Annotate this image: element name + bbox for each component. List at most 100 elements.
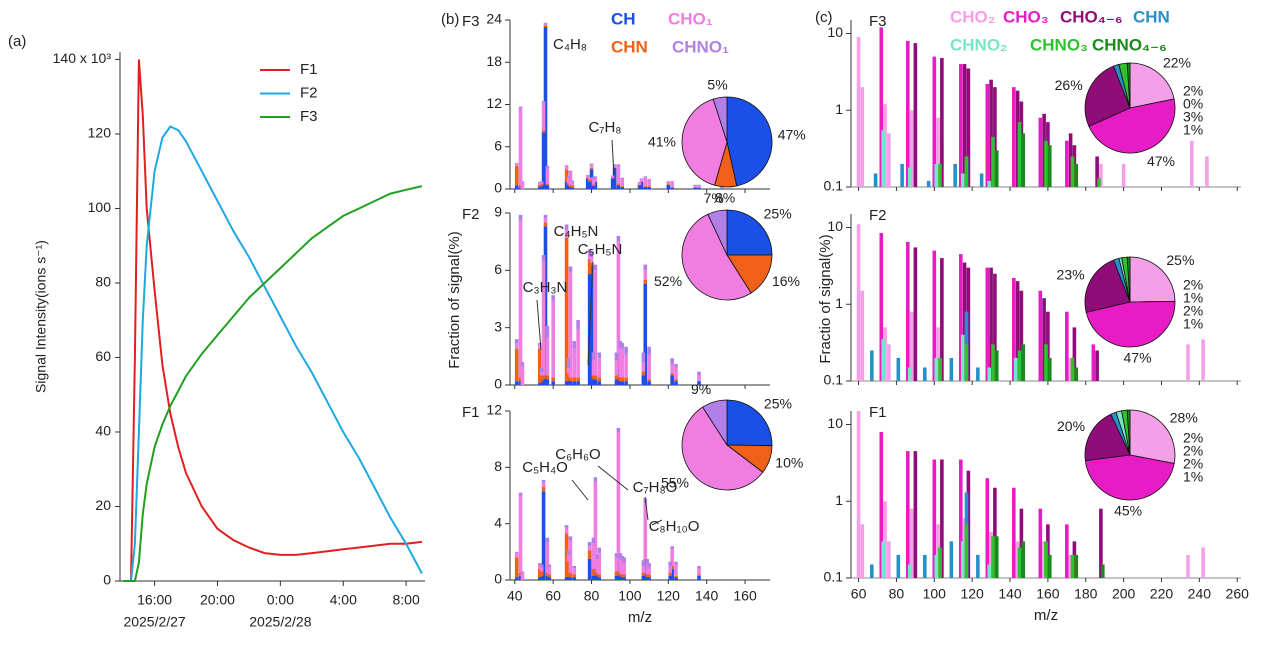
bar xyxy=(989,531,993,578)
bar xyxy=(539,371,544,376)
pie-slice xyxy=(707,209,728,256)
bar xyxy=(520,571,525,573)
bar xyxy=(539,567,544,572)
bar xyxy=(566,373,571,380)
bar xyxy=(668,575,673,580)
bar xyxy=(616,185,621,189)
bar xyxy=(593,181,598,189)
bar xyxy=(595,575,600,580)
x-tick-label: 0:00 xyxy=(267,592,294,608)
bar xyxy=(591,360,596,376)
bar xyxy=(518,575,523,580)
bar xyxy=(597,381,602,385)
legend-label: CHNO₂ xyxy=(950,35,1008,54)
bar xyxy=(585,177,590,179)
pie-label: 1% xyxy=(1183,290,1203,306)
annotation: C₄H₅N xyxy=(554,223,599,240)
bar xyxy=(570,181,575,186)
bar xyxy=(564,533,569,578)
bar xyxy=(647,346,651,355)
x-tick-label: 220 xyxy=(1150,586,1174,602)
pie-slice xyxy=(1085,300,1176,348)
bar xyxy=(905,40,910,188)
bar xyxy=(597,358,602,378)
bar xyxy=(543,222,548,227)
bar xyxy=(987,564,992,578)
bar xyxy=(1099,508,1103,578)
bar xyxy=(670,358,674,364)
bar xyxy=(589,262,594,267)
bar xyxy=(670,565,674,569)
bar xyxy=(566,358,571,368)
bar xyxy=(545,325,550,338)
bar xyxy=(1017,350,1022,381)
bar xyxy=(576,377,580,382)
pie-label: 1% xyxy=(1183,316,1203,332)
annotation-leader xyxy=(597,465,629,491)
bar xyxy=(543,27,548,189)
bar xyxy=(545,537,550,542)
bar xyxy=(587,179,592,182)
annotation-leader xyxy=(611,139,615,176)
bar xyxy=(551,381,555,385)
bar xyxy=(1100,564,1105,578)
x-tick-label: 80 xyxy=(889,586,905,602)
bar xyxy=(618,572,623,576)
y-tick-label: 1 xyxy=(835,295,843,311)
bar xyxy=(1068,357,1073,381)
bar xyxy=(670,375,674,385)
bar xyxy=(616,558,621,564)
pie-label: 10% xyxy=(775,454,803,470)
bar xyxy=(647,179,651,181)
bar xyxy=(693,184,697,186)
subplot-title: F1 xyxy=(869,404,887,421)
pie-label: 47% xyxy=(1147,153,1175,169)
bar xyxy=(643,502,648,559)
bar xyxy=(674,381,678,385)
bar xyxy=(1074,163,1079,187)
bar xyxy=(932,459,937,578)
pie-label: 47% xyxy=(778,127,806,143)
bar xyxy=(547,567,552,575)
x-tick-label: 60 xyxy=(851,586,867,602)
bar xyxy=(566,550,571,555)
bar xyxy=(1095,156,1099,187)
annotation: C₅H₅N xyxy=(578,241,623,258)
bar xyxy=(543,218,548,223)
bar xyxy=(1189,140,1194,187)
bar xyxy=(572,348,577,378)
bar xyxy=(1042,541,1046,578)
bar xyxy=(564,165,569,166)
bar xyxy=(641,371,646,376)
legend-label: F1 xyxy=(300,61,318,78)
bar xyxy=(539,564,544,568)
series-line xyxy=(123,59,423,582)
bar xyxy=(940,459,944,578)
bar xyxy=(985,478,990,578)
bar xyxy=(566,561,571,576)
y-tick-label: 140 x 10³ xyxy=(53,50,112,66)
bar xyxy=(976,367,980,381)
bar xyxy=(591,379,596,385)
bar xyxy=(1097,178,1101,187)
pie-slice xyxy=(1088,98,1176,154)
y-axis-title: Signal Intensity(ions s⁻¹) xyxy=(33,240,49,393)
bar xyxy=(1017,547,1022,578)
bar xyxy=(953,163,957,187)
bar xyxy=(551,295,555,301)
bar xyxy=(964,344,969,381)
pie-label: 2% xyxy=(1183,430,1203,446)
bar xyxy=(647,567,651,575)
bar xyxy=(697,568,701,575)
bar xyxy=(647,186,651,189)
bar xyxy=(595,572,600,576)
bar xyxy=(520,181,525,189)
pie-slice xyxy=(1129,62,1175,109)
bar xyxy=(670,181,674,183)
legend-label: CHNO₃ xyxy=(1030,35,1088,54)
bar xyxy=(597,352,602,359)
bar xyxy=(622,577,626,580)
bar xyxy=(637,185,642,189)
annotation-leader xyxy=(587,261,594,366)
pie-label: 1% xyxy=(1183,469,1203,485)
